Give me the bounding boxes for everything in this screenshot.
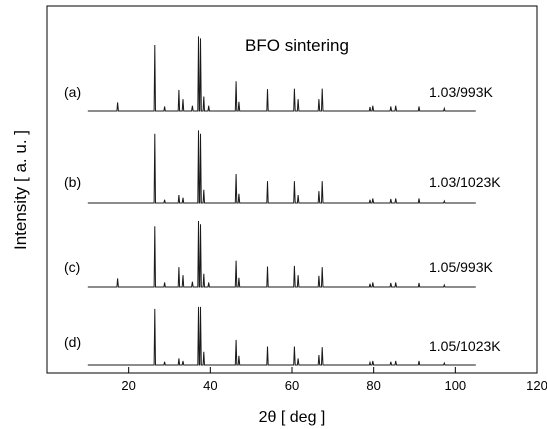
series-condition-label: 1.05/1023K — [429, 338, 501, 354]
series-letter-label: (b) — [64, 174, 81, 190]
series-trace — [87, 306, 476, 366]
series-letter-label: (a) — [64, 84, 81, 100]
x-tick-label: 120 — [526, 378, 547, 393]
series-letter-label: (c) — [64, 259, 80, 275]
series-condition-label: 1.03/993K — [429, 84, 493, 100]
x-tick-label: 60 — [285, 378, 299, 393]
series-labels: (a) 1.03/993K (b) 1.03/1023K (c) 1.05/993K (d)… — [64, 84, 501, 354]
x-tick-label: 80 — [366, 378, 380, 393]
x-tick-label: 40 — [203, 378, 217, 393]
series-traces — [87, 36, 476, 366]
x-axis-label: 2θ [ deg ] — [259, 409, 326, 426]
series-trace — [87, 220, 476, 288]
series-letter-label: (d) — [64, 334, 81, 350]
y-axis-label: Intensity [ a. u. ] — [11, 130, 30, 250]
x-tick-label: 20 — [121, 378, 135, 393]
series-condition-label: 1.03/1023K — [429, 174, 501, 190]
series-trace — [87, 36, 476, 112]
x-axis-ticks: 20 40 60 80 100 120 — [121, 367, 547, 393]
chart-title: BFO sintering — [245, 36, 349, 55]
x-tick-label: 100 — [444, 378, 466, 393]
series-condition-label: 1.05/993K — [429, 259, 493, 275]
series-trace — [87, 130, 476, 204]
